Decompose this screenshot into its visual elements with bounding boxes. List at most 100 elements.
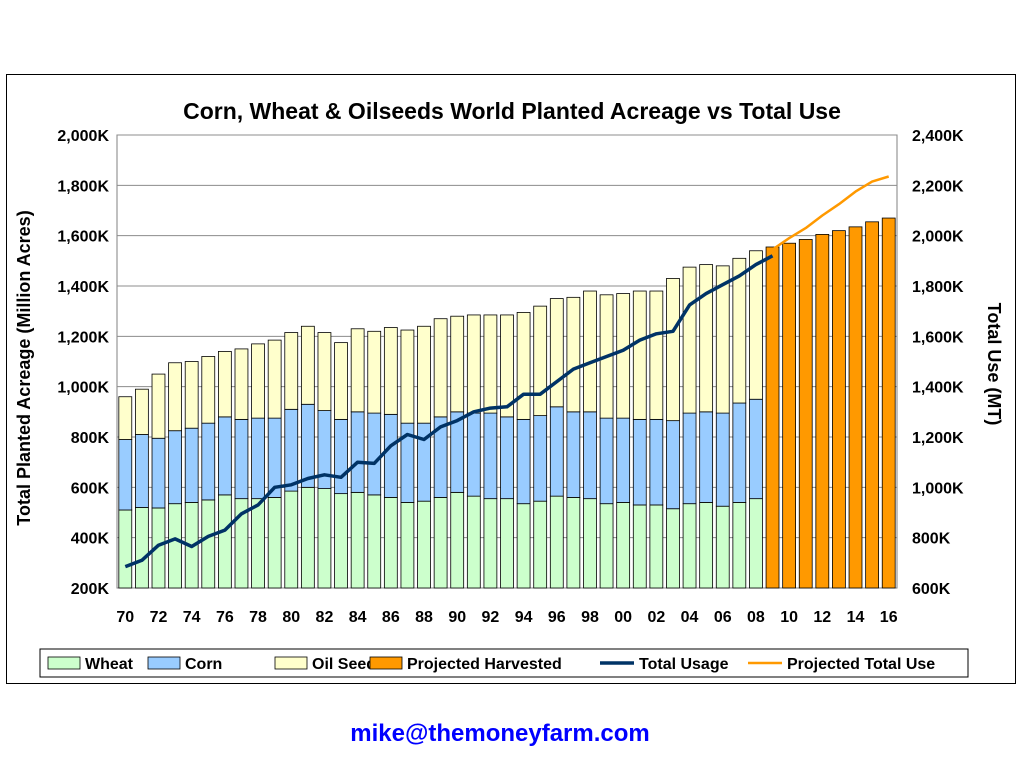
bar-oilseeds bbox=[300, 325, 315, 405]
bar-corn bbox=[632, 418, 647, 506]
bar-wheat bbox=[749, 498, 763, 589]
bar-corn bbox=[666, 420, 680, 510]
bar-wheat bbox=[383, 496, 398, 589]
bar-oilseeds bbox=[466, 314, 481, 414]
bar-corn bbox=[367, 412, 382, 496]
bar-wheat bbox=[682, 503, 697, 589]
y2-tick-label: 1,400K bbox=[912, 380, 964, 397]
bar-wheat bbox=[649, 504, 664, 589]
bar-wheat bbox=[201, 499, 216, 589]
legend-label: Corn bbox=[185, 656, 222, 673]
bar-corn bbox=[500, 416, 514, 500]
bar-oilseeds bbox=[135, 388, 149, 435]
y2-axis-label: Total Use (MT) bbox=[984, 303, 1004, 426]
x-tick-label: 92 bbox=[482, 609, 500, 626]
bar-oilseeds bbox=[483, 314, 498, 414]
x-tick-label: 90 bbox=[448, 609, 466, 626]
bar-wheat bbox=[267, 496, 282, 589]
x-tick-label: 80 bbox=[282, 609, 300, 626]
bar-corn bbox=[334, 418, 348, 495]
y-tick-label: 400K bbox=[71, 531, 110, 548]
legend-swatch bbox=[369, 656, 403, 670]
bar-oilseeds bbox=[533, 305, 548, 417]
x-tick-label: 02 bbox=[647, 609, 665, 626]
bar-corn bbox=[300, 403, 315, 488]
bar-corn bbox=[483, 412, 498, 500]
bar-wheat bbox=[450, 491, 465, 589]
bar-corn bbox=[234, 418, 249, 500]
x-tick-label: 98 bbox=[581, 609, 599, 626]
legend-swatch bbox=[274, 656, 308, 670]
bar-wheat bbox=[433, 496, 448, 589]
x-tick-label: 78 bbox=[249, 609, 267, 626]
bar-corn bbox=[350, 411, 365, 493]
bar-oilseeds bbox=[649, 290, 664, 420]
bar-oilseeds bbox=[284, 332, 299, 410]
bar-corn bbox=[135, 434, 149, 508]
bar-oilseeds bbox=[715, 265, 730, 414]
x-tick-label: 84 bbox=[349, 609, 367, 626]
bar-wheat bbox=[699, 502, 714, 589]
legend bbox=[39, 648, 969, 678]
bar-wheat bbox=[566, 496, 581, 589]
bar-oilseeds bbox=[616, 293, 631, 419]
bar-oilseeds bbox=[334, 342, 348, 420]
bar-oilseeds bbox=[549, 298, 564, 408]
bar-wheat bbox=[500, 498, 514, 589]
bar-projected-harvested bbox=[798, 239, 813, 589]
bar-wheat bbox=[168, 503, 182, 589]
bar-wheat bbox=[632, 504, 647, 589]
bar-projected-harvested bbox=[765, 246, 780, 589]
legend-label: Oil Seeds bbox=[312, 656, 385, 673]
y2-tick-label: 800K bbox=[912, 531, 951, 548]
y-tick-label: 1,200K bbox=[57, 329, 109, 346]
footer-email[interactable]: mike@themoneyfarm.com bbox=[350, 720, 650, 747]
bar-oilseeds bbox=[666, 278, 680, 422]
line-projected-total-use bbox=[771, 175, 890, 251]
bar-projected-harvested bbox=[782, 242, 797, 589]
legend-label: Total Usage bbox=[639, 656, 729, 673]
bar-wheat bbox=[118, 509, 133, 589]
y2-tick-label: 2,200K bbox=[912, 178, 964, 195]
y-tick-label: 600K bbox=[71, 480, 110, 497]
bar-wheat bbox=[400, 502, 415, 589]
y-tick-label: 2,000K bbox=[57, 128, 109, 145]
bar-wheat bbox=[350, 491, 365, 589]
bar-wheat bbox=[466, 495, 481, 589]
bar-corn bbox=[251, 417, 265, 500]
bar-oilseeds bbox=[383, 327, 398, 415]
bar-corn bbox=[732, 402, 747, 503]
bar-corn bbox=[168, 430, 182, 505]
x-tick-label: 12 bbox=[813, 609, 831, 626]
x-tick-label: 08 bbox=[747, 609, 765, 626]
y-tick-label: 1,000K bbox=[57, 380, 109, 397]
bar-projected-harvested bbox=[865, 221, 879, 589]
bar-corn bbox=[566, 411, 581, 498]
x-tick-label: 00 bbox=[614, 609, 632, 626]
x-tick-label: 06 bbox=[714, 609, 732, 626]
y-tick-label: 1,800K bbox=[57, 178, 109, 195]
bar-oilseeds bbox=[400, 329, 415, 424]
bar-oilseeds bbox=[317, 332, 332, 411]
x-tick-label: 94 bbox=[515, 609, 533, 626]
bar-corn bbox=[583, 411, 597, 500]
bar-oilseeds bbox=[699, 264, 714, 413]
bar-oilseeds bbox=[367, 330, 382, 414]
bar-oilseeds bbox=[201, 356, 216, 424]
bar-oilseeds bbox=[433, 318, 448, 418]
bar-projected-harvested bbox=[832, 230, 846, 589]
x-tick-label: 72 bbox=[150, 609, 168, 626]
bar-oilseeds bbox=[234, 348, 249, 420]
bar-wheat bbox=[135, 507, 149, 589]
bar-wheat bbox=[516, 503, 531, 589]
legend-label: Projected Harvested bbox=[407, 656, 562, 673]
bar-corn bbox=[466, 412, 481, 497]
legend-swatch bbox=[47, 656, 81, 670]
x-tick-label: 16 bbox=[880, 609, 898, 626]
bar-oilseeds bbox=[251, 343, 265, 419]
x-tick-label: 76 bbox=[216, 609, 234, 626]
legend-label: Wheat bbox=[85, 656, 134, 673]
bar-wheat bbox=[715, 505, 730, 589]
y-tick-label: 1,600K bbox=[57, 229, 109, 246]
